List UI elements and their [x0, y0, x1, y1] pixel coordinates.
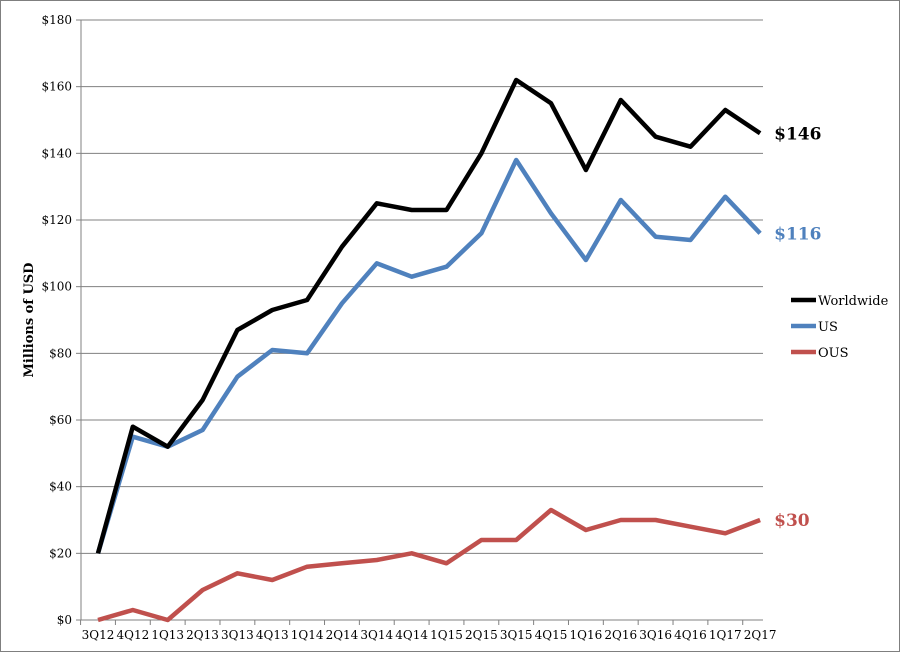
y-axis-label: Millions of USD — [22, 263, 37, 378]
x-tick-label: 3Q12 — [82, 628, 115, 642]
gridlines — [81, 19, 763, 554]
x-tick-label: 1Q14 — [291, 628, 324, 642]
y-tick-label: $0 — [57, 613, 72, 627]
x-tick-label: 2Q16 — [604, 628, 637, 642]
y-tick-label: $180 — [41, 13, 72, 27]
x-tick-label: 3Q13 — [221, 628, 254, 642]
legend: Worldwide US OUS — [791, 294, 889, 361]
y-tick-label: $80 — [49, 346, 72, 360]
legend-label-ous: OUS — [818, 346, 849, 361]
x-tick-label: 2Q13 — [186, 628, 219, 642]
y-tick-label: $40 — [49, 480, 72, 494]
series-lines — [95, 77, 762, 623]
y-tick-label: $120 — [41, 213, 72, 227]
end-label-ous: $30 — [774, 511, 810, 531]
y-tick-labels: $0 $20 $40 $60 $80 $100 $120 $140 $160 $180 — [41, 13, 72, 627]
x-tick-labels: 3Q12 4Q12 1Q13 2Q13 3Q13 4Q13 1Q14 2Q14 3Q14 4Q14… — [82, 628, 777, 642]
end-labels: $146 $116 $30 — [774, 124, 821, 531]
legend-label-worldwide: Worldwide — [818, 294, 889, 309]
axes — [76, 19, 763, 625]
x-tick-label: 2Q15 — [465, 628, 498, 642]
x-tick-label: 1Q17 — [709, 628, 742, 642]
x-tick-label: 3Q16 — [639, 628, 672, 642]
x-tick-label: 1Q16 — [570, 628, 603, 642]
x-tick-label: 4Q13 — [256, 628, 289, 642]
x-tick-label: 1Q15 — [430, 628, 463, 642]
y-tick-label: $160 — [41, 80, 72, 94]
y-tick-label: $140 — [41, 146, 72, 160]
series-line-us — [95, 157, 762, 554]
x-tick-label: 2Q17 — [744, 628, 777, 642]
x-tick-label: 3Q14 — [360, 628, 393, 642]
series-line-worldwide — [95, 77, 762, 554]
y-tick-label: $100 — [41, 280, 72, 294]
series-line-ous — [97, 507, 761, 623]
x-tick-label: 4Q12 — [116, 628, 149, 642]
x-tick-label: 4Q16 — [674, 628, 707, 642]
y-tick-label: $20 — [49, 546, 72, 560]
end-label-worldwide: $146 — [774, 124, 821, 144]
end-label-us: $116 — [774, 224, 821, 244]
x-tick-label: 2Q14 — [326, 628, 359, 642]
legend-label-us: US — [818, 320, 838, 335]
x-tick-label: 3Q15 — [500, 628, 533, 642]
x-tick-label: 1Q13 — [151, 628, 184, 642]
x-tick-label: 4Q14 — [395, 628, 428, 642]
y-tick-label: $60 — [49, 413, 72, 427]
x-tick-label: 4Q15 — [535, 628, 568, 642]
